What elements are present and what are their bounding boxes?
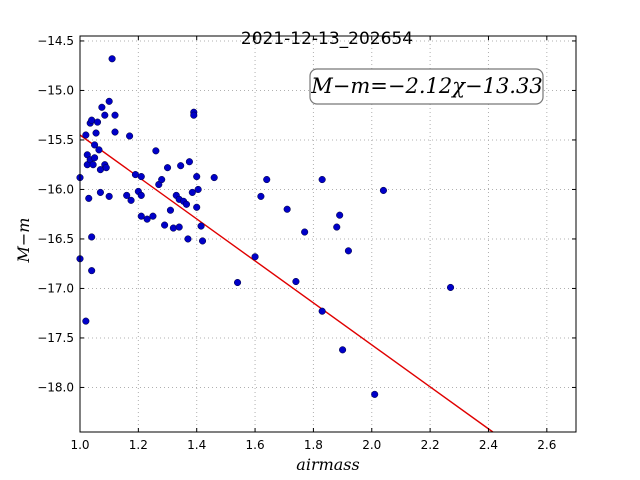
data-point bbox=[190, 111, 198, 119]
data-point bbox=[137, 191, 145, 199]
data-point bbox=[123, 191, 131, 199]
chart-title: 2021-12-13_202654 bbox=[241, 29, 413, 49]
data-point bbox=[98, 103, 106, 111]
fit-line bbox=[79, 134, 494, 433]
data-point bbox=[105, 192, 113, 200]
data-point bbox=[198, 237, 207, 245]
y-tick-label: −18.0 bbox=[37, 380, 74, 394]
y-tick-label: −16.5 bbox=[37, 232, 74, 246]
data-point bbox=[108, 55, 116, 63]
axis-ticks: 1.0 1.2 1.4 1.6 1.8 2.0 2.2 2.4 2.6 −14.5 −15.0 −15… bbox=[37, 34, 576, 452]
data-point bbox=[182, 200, 191, 208]
data-point bbox=[234, 278, 242, 287]
x-tick-label: 1.6 bbox=[246, 438, 265, 452]
data-point bbox=[344, 247, 352, 255]
data-point bbox=[194, 185, 202, 193]
data-point bbox=[193, 173, 201, 181]
data-point bbox=[188, 188, 196, 196]
data-point bbox=[177, 162, 185, 170]
data-point bbox=[111, 128, 119, 136]
data-point bbox=[126, 132, 134, 140]
data-point bbox=[95, 146, 103, 154]
data-point bbox=[88, 233, 96, 241]
data-point bbox=[318, 176, 326, 184]
fit-equation-text: M−m=−2.12χ−13.33 bbox=[310, 74, 542, 98]
data-point bbox=[161, 221, 169, 229]
data-point bbox=[137, 173, 145, 181]
x-tick-label: 1.8 bbox=[304, 438, 323, 452]
data-point bbox=[251, 253, 259, 261]
data-point bbox=[152, 147, 160, 155]
data-point bbox=[111, 111, 119, 119]
data-point bbox=[336, 211, 344, 219]
y-tick-label: −17.0 bbox=[37, 281, 74, 295]
data-point bbox=[137, 212, 145, 220]
data-point bbox=[96, 188, 104, 196]
data-point bbox=[93, 118, 102, 126]
data-point bbox=[371, 390, 379, 398]
data-point bbox=[163, 164, 172, 172]
x-tick-label: 2.6 bbox=[537, 438, 556, 452]
data-point bbox=[92, 129, 100, 137]
x-tick-label: 1.4 bbox=[187, 438, 206, 452]
fit-line-layer bbox=[79, 134, 494, 433]
data-point bbox=[85, 194, 93, 202]
fit-equation-box: M−m=−2.12χ−13.33 bbox=[309, 68, 544, 105]
data-point bbox=[149, 212, 157, 220]
y-tick-label: −15.0 bbox=[37, 83, 74, 97]
data-point bbox=[446, 283, 455, 292]
data-point bbox=[166, 206, 174, 214]
data-point bbox=[193, 203, 201, 211]
x-tick-label: 1.0 bbox=[70, 438, 89, 452]
data-point bbox=[292, 277, 300, 286]
data-point bbox=[127, 196, 135, 204]
data-point bbox=[339, 346, 347, 354]
data-point bbox=[102, 164, 110, 172]
data-point bbox=[257, 192, 265, 200]
y-tick-label: −17.5 bbox=[37, 331, 74, 345]
y-tick-label: −14.5 bbox=[37, 34, 74, 48]
data-point bbox=[101, 111, 109, 119]
y-axis-label: M−m bbox=[14, 218, 33, 264]
data-point bbox=[318, 307, 326, 315]
data-point bbox=[175, 223, 183, 231]
data-point bbox=[169, 224, 177, 232]
data-point bbox=[91, 154, 99, 162]
data-point bbox=[158, 176, 166, 184]
plot-frame bbox=[79, 35, 577, 433]
data-point bbox=[184, 235, 192, 243]
data-point bbox=[210, 174, 218, 182]
fit-equation-frame bbox=[309, 68, 544, 105]
data-point bbox=[185, 158, 193, 166]
data-point bbox=[379, 186, 387, 194]
data-point bbox=[88, 267, 96, 275]
data-point bbox=[105, 97, 113, 105]
data-point bbox=[263, 176, 271, 184]
x-tick-label: 2.0 bbox=[362, 438, 381, 452]
x-tick-label: 2.4 bbox=[479, 438, 498, 452]
data-point bbox=[82, 131, 90, 139]
data-point bbox=[301, 228, 309, 236]
x-axis-label: airmass bbox=[296, 455, 359, 474]
data-points bbox=[76, 55, 455, 398]
x-tick-label: 2.2 bbox=[421, 438, 440, 452]
y-tick-label: −15.5 bbox=[37, 133, 74, 147]
x-tick-label: 1.2 bbox=[129, 438, 148, 452]
data-point bbox=[91, 141, 99, 149]
data-point bbox=[283, 205, 291, 213]
data-point bbox=[89, 161, 97, 169]
data-point bbox=[333, 223, 341, 231]
data-point bbox=[143, 215, 151, 223]
data-point bbox=[82, 317, 90, 325]
data-point bbox=[197, 222, 205, 230]
y-tick-label: −16.0 bbox=[37, 182, 74, 196]
